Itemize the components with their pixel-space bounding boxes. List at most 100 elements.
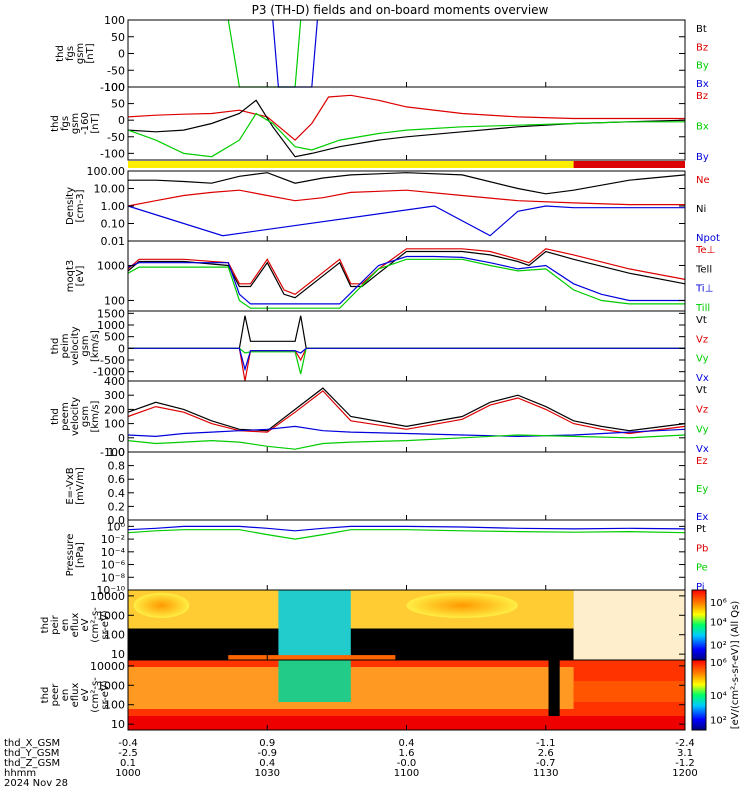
legend-entry: Tell [695, 264, 712, 275]
y-tick-label: 10⁻⁶ [101, 559, 126, 572]
y-tick-label: 0.8 [108, 460, 126, 473]
spectrogram-sheath [573, 590, 685, 660]
panel-3: 1000 100 moqt3 [eV] Te⊥ Tell Ti⊥ Till [65, 240, 715, 314]
series-line-1 [127, 250, 686, 299]
y-axis-label: Density [65, 187, 76, 225]
y-axis-label: peer [50, 683, 61, 707]
y-axis-label: peem [60, 402, 71, 430]
ephemeris-label: thd_X_GSM [4, 738, 60, 749]
series-line-2 [127, 205, 685, 237]
legend-entry: Pi [696, 582, 705, 593]
ephemeris-value: 0.4 [399, 738, 415, 749]
y-tick-label: 1000 [97, 319, 125, 332]
ephemeris-value: 1130 [533, 768, 558, 779]
series-line-2 [128, 347, 685, 375]
y-tick-label: 100 [104, 14, 125, 27]
y-axis-label: [nT] [85, 43, 96, 63]
spectrogram-band [573, 681, 685, 702]
series-line-0 [127, 525, 686, 532]
y-axis-label: -160 [80, 112, 91, 135]
y-tick-label: 1.00 [101, 200, 126, 213]
mode-bar-segment [573, 161, 685, 168]
y-tick-label: 0.4 [108, 487, 126, 500]
series-line-1 [127, 529, 686, 540]
series-line-1 [127, 390, 686, 435]
y-axis-label: (cm²-s- [90, 607, 101, 643]
y-axis-label: [km/s] [90, 330, 101, 362]
legend-entry: Vx [696, 444, 709, 455]
y-axis-label: velocity [70, 326, 81, 365]
y-tick-label: 10.00 [94, 183, 126, 196]
y-tick-label: 300 [104, 389, 125, 402]
series-line-1 [272, 19, 318, 88]
y-tick-label: 0 [118, 342, 125, 355]
colorbar-tick-label: 10⁶ [710, 658, 727, 669]
y-axis-label: thd [40, 617, 51, 634]
colorbar-tick-label: 10² [710, 641, 727, 652]
spectrogram-blob [406, 592, 518, 619]
ephemeris-value: -0.0 [397, 758, 417, 769]
y-axis-label: thd [40, 687, 51, 704]
y-axis-label: (cm²-s- [90, 677, 101, 713]
date-label: 2024 Nov 28 [4, 778, 68, 789]
legend-entry: Npot [696, 233, 720, 244]
colorbar-0: 10⁶ 10⁴ 10² [691, 589, 727, 661]
y-axis-label: eflux [70, 613, 81, 638]
y-tick-label: 10 [111, 648, 125, 661]
y-tick-label: -500 [100, 354, 125, 367]
y-tick-label: 0.01 [101, 235, 126, 248]
y-tick-label: -100 [100, 81, 125, 94]
series-line-0 [127, 94, 685, 141]
colorbar-strip [691, 659, 707, 731]
y-axis-label: peir [50, 614, 61, 634]
y-axis-label: gsm [70, 113, 81, 134]
series-line-2 [127, 255, 685, 305]
y-tick-label: 0 [118, 432, 125, 445]
legend-entry: Pt [696, 524, 706, 535]
y-tick-label: 0.2 [108, 500, 126, 513]
legend-entry: Ni [696, 204, 706, 215]
ephemeris-value: 3.1 [677, 748, 693, 759]
y-tick-label: -1000 [93, 366, 125, 379]
colorbar-1: 10⁶ 10⁴ 10² [691, 658, 727, 731]
legend-entry: Bx [696, 79, 709, 90]
colorbar-strip [691, 589, 707, 661]
ephemeris-label: thd_Z_GSM [4, 758, 60, 769]
series-line-3 [128, 347, 685, 372]
legend-entry: Vz [696, 334, 708, 345]
colorbar-label: [eV/(cm²-s-sr-eV)] (All Qs) [730, 601, 741, 730]
mode-bar-segment [128, 161, 574, 168]
y-tick-label: 0 [118, 48, 125, 61]
y-axis-label: fgs [60, 116, 71, 131]
y-tick-label: 10⁰ [107, 520, 126, 533]
ephemeris-value: 1000 [115, 768, 140, 779]
spectrogram-blob [133, 592, 190, 619]
y-tick-label: 10⁻² [101, 533, 125, 546]
series-line-0 [128, 172, 686, 195]
legend-entry: Pb [696, 543, 708, 554]
panel-frame [127, 170, 686, 242]
y-tick-label: 1000 [97, 259, 125, 272]
series-line-3 [127, 258, 685, 309]
colorbar-tick-label: 10² [710, 716, 727, 727]
y-tick-label: 10⁻¹⁰ [96, 584, 125, 597]
y-tick-label: 100.00 [87, 165, 126, 178]
y-tick-label: 10000 [90, 590, 125, 603]
y-tick-label: 10⁻⁸ [101, 571, 126, 584]
y-axis-label: en [60, 619, 71, 632]
panel-frame [127, 310, 686, 382]
y-axis-label: [nPa] [75, 542, 86, 568]
y-tick-label: 100 [104, 629, 125, 642]
y-axis-label: eV [80, 688, 91, 701]
y-tick-label: 10⁻⁴ [101, 546, 126, 559]
legend-entry: By [696, 152, 709, 163]
y-tick-label: 100 [104, 81, 125, 94]
y-tick-label: 1500 [97, 307, 125, 320]
ephemeris-label: hhmm [4, 768, 36, 779]
legend-entry: By [696, 61, 709, 72]
y-tick-label: 0.10 [101, 218, 126, 231]
y-axis-label: [mV/m] [75, 467, 86, 505]
